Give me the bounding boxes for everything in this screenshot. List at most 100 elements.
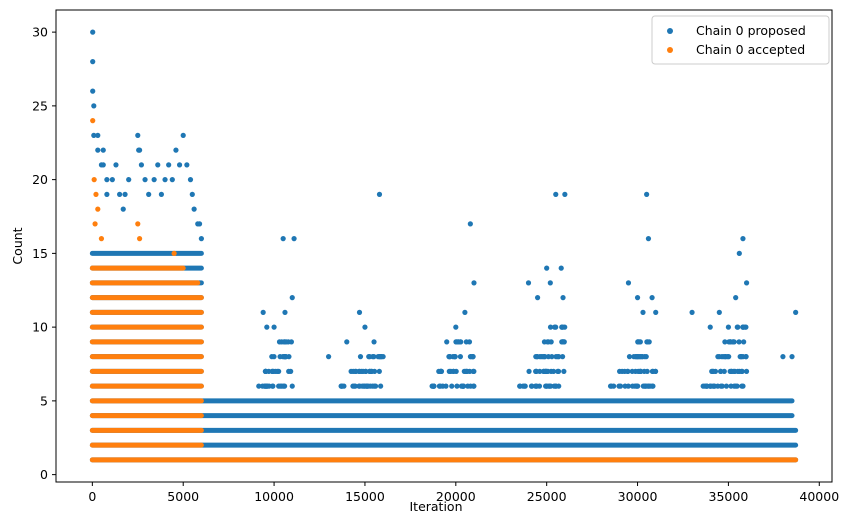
data-point bbox=[136, 236, 143, 242]
data-point bbox=[371, 339, 377, 345]
data-point bbox=[560, 339, 566, 345]
data-point bbox=[91, 103, 97, 109]
data-point bbox=[560, 295, 566, 301]
data-point bbox=[276, 339, 283, 345]
data-point bbox=[166, 162, 172, 168]
legend: Chain 0 proposed Chain 0 accepted bbox=[651, 15, 830, 65]
data-point bbox=[176, 162, 183, 168]
data-point bbox=[740, 236, 746, 242]
data-point bbox=[561, 368, 567, 374]
data-point bbox=[431, 383, 437, 389]
data-point bbox=[453, 324, 459, 330]
data-point bbox=[151, 177, 157, 183]
data-point bbox=[793, 309, 799, 315]
data-point bbox=[449, 383, 455, 389]
data-point bbox=[716, 309, 722, 315]
data-point bbox=[725, 324, 732, 330]
series-0 bbox=[89, 29, 799, 463]
legend-marker-proposed bbox=[667, 28, 673, 34]
data-point bbox=[376, 191, 383, 197]
data-point bbox=[534, 295, 541, 301]
data-point bbox=[93, 191, 99, 197]
data-point bbox=[271, 324, 277, 330]
data-point bbox=[721, 354, 727, 360]
data-point bbox=[541, 339, 548, 345]
data-point bbox=[264, 324, 270, 330]
data-point bbox=[726, 354, 732, 360]
data-point bbox=[526, 368, 532, 374]
data-point bbox=[369, 383, 376, 389]
data-point bbox=[95, 132, 101, 138]
data-point bbox=[90, 88, 96, 94]
data-point bbox=[645, 383, 651, 389]
y-tick-label: 20 bbox=[32, 172, 48, 187]
data-point bbox=[446, 368, 452, 374]
data-point bbox=[723, 383, 730, 389]
data-point bbox=[359, 383, 365, 389]
plot-area bbox=[89, 29, 799, 463]
data-point bbox=[789, 354, 795, 360]
data-point bbox=[470, 354, 476, 360]
data-point bbox=[360, 368, 366, 374]
data-point bbox=[155, 162, 161, 168]
data-point bbox=[721, 368, 727, 374]
data-point bbox=[169, 177, 175, 183]
y-tick-label: 25 bbox=[32, 98, 48, 113]
data-point bbox=[634, 295, 641, 301]
data-point bbox=[645, 236, 652, 242]
legend-frame bbox=[651, 15, 830, 65]
data-point bbox=[282, 309, 288, 315]
band-points bbox=[89, 368, 204, 374]
band-points bbox=[89, 324, 204, 330]
data-point bbox=[689, 309, 695, 315]
data-point bbox=[553, 191, 559, 197]
x-tick-label: 0 bbox=[88, 489, 96, 504]
data-point bbox=[344, 339, 350, 345]
data-point bbox=[731, 383, 737, 389]
data-point bbox=[630, 383, 636, 389]
band-points bbox=[89, 442, 204, 448]
data-point bbox=[352, 368, 358, 374]
data-point bbox=[454, 383, 460, 389]
band-points bbox=[89, 295, 204, 301]
band-points bbox=[89, 457, 799, 463]
data-point bbox=[743, 280, 750, 286]
data-point bbox=[378, 383, 384, 389]
data-point bbox=[622, 368, 628, 374]
data-point bbox=[91, 177, 97, 183]
data-point bbox=[743, 354, 749, 360]
data-point bbox=[90, 118, 96, 124]
data-point bbox=[260, 309, 266, 315]
data-point bbox=[138, 162, 145, 168]
data-point bbox=[541, 354, 547, 360]
data-point bbox=[707, 324, 713, 330]
data-point bbox=[741, 339, 747, 345]
data-point bbox=[126, 177, 132, 183]
data-point bbox=[722, 339, 728, 345]
data-point bbox=[549, 354, 555, 360]
data-point bbox=[562, 191, 568, 197]
data-point bbox=[264, 383, 270, 389]
data-point bbox=[173, 147, 179, 153]
data-point bbox=[120, 206, 126, 212]
data-point bbox=[272, 368, 279, 374]
data-point bbox=[730, 339, 736, 345]
x-tick-label: 15000 bbox=[345, 489, 385, 504]
data-point bbox=[704, 383, 710, 389]
data-point bbox=[460, 383, 466, 389]
data-point bbox=[162, 177, 168, 183]
data-point bbox=[467, 221, 473, 227]
y-tick-label: 30 bbox=[32, 25, 48, 40]
x-tick-label: 35000 bbox=[709, 489, 749, 504]
data-point bbox=[649, 383, 655, 389]
data-point bbox=[463, 368, 469, 374]
data-point bbox=[256, 383, 262, 389]
data-point bbox=[640, 383, 646, 389]
band-points bbox=[89, 398, 795, 404]
data-point bbox=[100, 147, 106, 153]
data-point bbox=[466, 339, 473, 345]
data-point bbox=[196, 221, 203, 227]
data-point bbox=[625, 280, 632, 286]
band-points bbox=[89, 354, 204, 360]
